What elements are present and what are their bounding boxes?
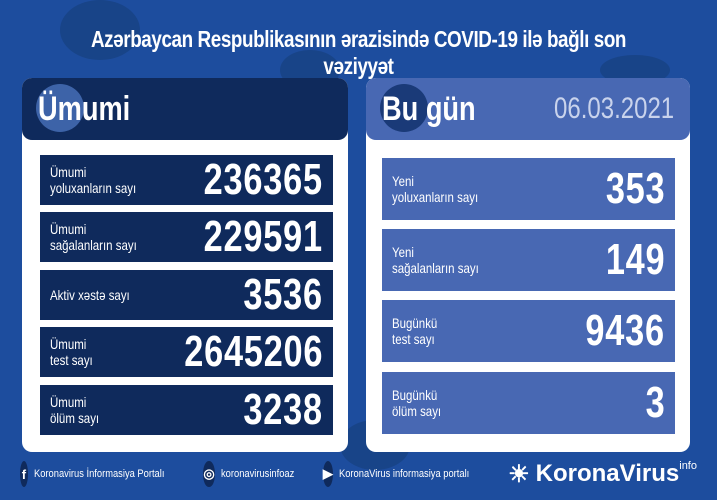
stat-label: sağalanların sayı	[50, 237, 137, 253]
total-heading: Ümumi	[38, 89, 131, 128]
stat-label: Aktiv xəstə sayı	[50, 287, 130, 303]
stat-value: 149	[605, 235, 665, 284]
stat-row: Yeni sağalanların sayı 149	[382, 229, 675, 291]
stat-row: Yeni yoluxanların sayı 353	[382, 158, 675, 220]
stat-row: Bugünkü test sayı 9436	[382, 300, 675, 362]
instagram-link[interactable]: koronavirusinfoaz	[220, 468, 294, 480]
stat-label: Ümumi	[50, 164, 87, 180]
stat-value: 3536	[243, 270, 323, 319]
stat-row: Ümumi yoluxanların sayı 236365	[40, 155, 333, 205]
stat-row: Bugünkü ölüm sayı 3	[382, 372, 675, 434]
stat-row: Ümumi sağalanların sayı 229591	[40, 212, 333, 262]
stat-label: Ümumi	[50, 336, 87, 352]
today-panel: Bu gün 06.03.2021 Yeni yoluxanların sayı 3…	[366, 78, 690, 452]
stat-value: 229591	[203, 212, 323, 261]
stat-label: ölüm sayı	[50, 410, 100, 426]
stat-value: 353	[605, 164, 665, 213]
virus-icon	[36, 84, 84, 132]
stat-label: Bugünkü	[392, 315, 438, 331]
stat-label: Ümumi	[50, 221, 87, 237]
today-heading: Bu gün	[382, 89, 476, 128]
stat-row: Ümumi test sayı 2645206	[40, 327, 333, 377]
youtube-link[interactable]: KoronaVirus informasiya portalı	[338, 468, 470, 480]
report-date: 06.03.2021	[553, 92, 674, 125]
footer: f Koronavirus İnformasiya Portalı ◎ koro…	[20, 458, 697, 490]
total-header: Ümumi	[22, 78, 348, 140]
stat-label: Yeni	[392, 173, 414, 189]
stat-row: Ümumi ölüm sayı 3238	[40, 385, 333, 435]
stat-label: Ümumi	[50, 394, 87, 410]
stat-label: ölüm sayı	[392, 403, 442, 419]
stat-row: Aktiv xəstə sayı 3536	[40, 270, 333, 320]
stat-label: test sayı	[50, 352, 93, 368]
virus-decoration	[60, 0, 140, 60]
stat-value: 3	[645, 378, 665, 427]
facebook-link[interactable]: Koronavirus İnformasiya Portalı	[33, 468, 165, 480]
virus-icon	[380, 84, 428, 132]
stat-label: Bugünkü	[392, 387, 438, 403]
sun-icon: ☀	[508, 460, 530, 488]
facebook-icon[interactable]: f	[20, 461, 28, 487]
stat-label: Yeni	[392, 244, 414, 260]
logo-sup: info	[679, 459, 697, 472]
koronavirus-logo: ☀ KoronaVirus info	[508, 460, 697, 489]
logo-text: KoronaVirus	[535, 460, 680, 487]
instagram-icon[interactable]: ◎	[203, 461, 215, 487]
stat-label: yoluxanların sayı	[50, 180, 137, 196]
youtube-icon[interactable]: ▶	[322, 461, 333, 487]
today-header: Bu gün 06.03.2021	[366, 78, 690, 140]
stat-value: 236365	[203, 155, 323, 204]
page-title: Azərbaycan Respublikasının ərazisində CO…	[90, 26, 627, 79]
stat-label: sağalanların sayı	[392, 260, 479, 276]
stat-value: 2645206	[183, 327, 323, 376]
stat-value: 3238	[243, 385, 323, 434]
stat-label: test sayı	[392, 331, 435, 347]
stat-value: 9436	[585, 306, 665, 355]
stat-label: yoluxanların sayı	[392, 189, 479, 205]
total-panel: Ümumi Ümumi yoluxanların sayı 236365 Ümumi…	[22, 78, 348, 452]
